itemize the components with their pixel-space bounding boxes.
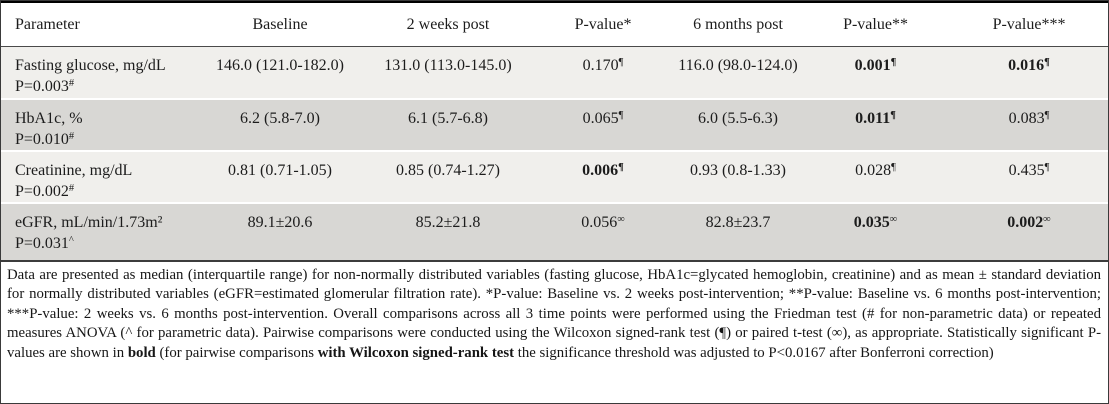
p-value-1-cell: 0.065¶ [533, 98, 673, 152]
col-header-p-value-1: P-value* [533, 2, 673, 47]
footnote-segment: (for pairwise comparisons [155, 344, 318, 361]
footnote-segment: with Wilcoxon signed-rank test [317, 344, 515, 361]
col-header-parameter: Parameter [1, 2, 197, 47]
table-row-hba1c: HbA1c, % P=0.010# 6.2 (5.8-7.0) 6.1 (5.7… [1, 98, 1108, 152]
overall-p-value: P=0.031 [15, 234, 69, 252]
test-symbol: ¶ [1044, 161, 1050, 173]
header-row: Parameter Baseline 2 weeks post P-value*… [1, 2, 1108, 47]
col-header-p-value-2: P-value** [803, 2, 948, 47]
p-value-2-cell: 0.035∞ [803, 202, 948, 260]
table-row-creatinine: Creatinine, mg/dL P=0.002# 0.81 (0.71-1.… [1, 150, 1108, 204]
p-value-3-cell: 0.435¶ [948, 150, 1108, 204]
test-symbol: ∞ [617, 213, 625, 225]
test-symbol: ¶ [890, 109, 896, 121]
test-symbol: ¶ [891, 161, 896, 173]
test-symbol: ¶ [890, 57, 897, 68]
col-header-6-months-post: 6 months post [673, 2, 803, 47]
table-row-fasting-glucose: Fasting glucose, mg/dL P=0.003# 146.0 (1… [1, 46, 1108, 100]
results-table: Parameter Baseline 2 weeks post P-value*… [1, 1, 1108, 260]
p-value-3-cell: 0.002∞ [948, 202, 1108, 260]
col-header-p-value-3: P-value*** [948, 2, 1108, 47]
parameter-cell: HbA1c, % P=0.010# [1, 98, 197, 152]
p-value-3-cell: 0.083¶ [948, 98, 1108, 152]
baseline-cell: 89.1±20.6 [197, 202, 363, 260]
parameter-cell: Fasting glucose, mg/dL P=0.003# [1, 46, 197, 100]
test-symbol: ∞ [1043, 213, 1051, 225]
overall-p-symbol: # [68, 130, 75, 142]
parameter-name: eGFR, mL/min/1.73m² [15, 213, 163, 231]
test-symbol: ¶ [1044, 57, 1050, 68]
test-symbol: ∞ [889, 213, 898, 225]
parameter-name: HbA1c, % [15, 109, 83, 127]
footnote-segment: the significance threshold was adjusted … [514, 344, 994, 361]
p-value-1-cell: 0.170¶ [533, 46, 673, 100]
overall-p-symbol: # [68, 78, 75, 89]
table-row-egfr: eGFR, mL/min/1.73m² P=0.031^ 89.1±20.6 8… [1, 202, 1108, 260]
six-months-cell: 0.93 (0.8-1.33) [673, 150, 803, 204]
six-months-cell: 82.8±23.7 [673, 202, 803, 260]
overall-p-value: P=0.002 [15, 182, 69, 200]
two-weeks-cell: 0.85 (0.74-1.27) [363, 150, 533, 204]
overall-p-symbol: # [68, 182, 75, 194]
p-value-2-cell: 0.011¶ [803, 98, 948, 152]
two-weeks-cell: 85.2±21.8 [363, 202, 533, 260]
test-symbol: ¶ [618, 57, 624, 68]
p-value-3-cell: 0.016¶ [948, 46, 1108, 100]
two-weeks-cell: 6.1 (5.7-6.8) [363, 98, 533, 152]
footnote-segment: bold [127, 344, 156, 361]
p-value-2-cell: 0.028¶ [803, 150, 948, 204]
p-value-2-cell: 0.001¶ [803, 46, 948, 100]
col-header-2-weeks-post: 2 weeks post [363, 2, 533, 47]
parameter-cell: Creatinine, mg/dL P=0.002# [1, 150, 197, 204]
parameter-name: Fasting glucose, mg/dL [15, 57, 166, 74]
test-symbol: ¶ [618, 161, 624, 173]
table-footnote: Data are presented as median (interquart… [1, 259, 1108, 364]
baseline-cell: 0.81 (0.71-1.05) [197, 150, 363, 204]
p-value-1-cell: 0.006¶ [533, 150, 673, 204]
overall-p-value: P=0.003 [15, 78, 69, 95]
test-symbol: ¶ [618, 109, 624, 121]
six-months-cell: 6.0 (5.5-6.3) [673, 98, 803, 152]
col-header-baseline: Baseline [197, 2, 363, 47]
overall-p-value: P=0.010 [15, 130, 69, 148]
two-weeks-cell: 131.0 (113.0-145.0) [363, 46, 533, 100]
p-value-1-cell: 0.056∞ [533, 202, 673, 260]
parameter-name: Creatinine, mg/dL [15, 161, 133, 179]
six-months-cell: 116.0 (98.0-124.0) [673, 46, 803, 100]
baseline-cell: 6.2 (5.8-7.0) [197, 98, 363, 152]
test-symbol: ¶ [1044, 109, 1050, 121]
footnote-segment: Data are presented as median (interquart… [7, 266, 1101, 361]
overall-p-symbol: ^ [68, 234, 74, 246]
parameter-cell: eGFR, mL/min/1.73m² P=0.031^ [1, 202, 197, 260]
baseline-cell: 146.0 (121.0-182.0) [197, 46, 363, 100]
